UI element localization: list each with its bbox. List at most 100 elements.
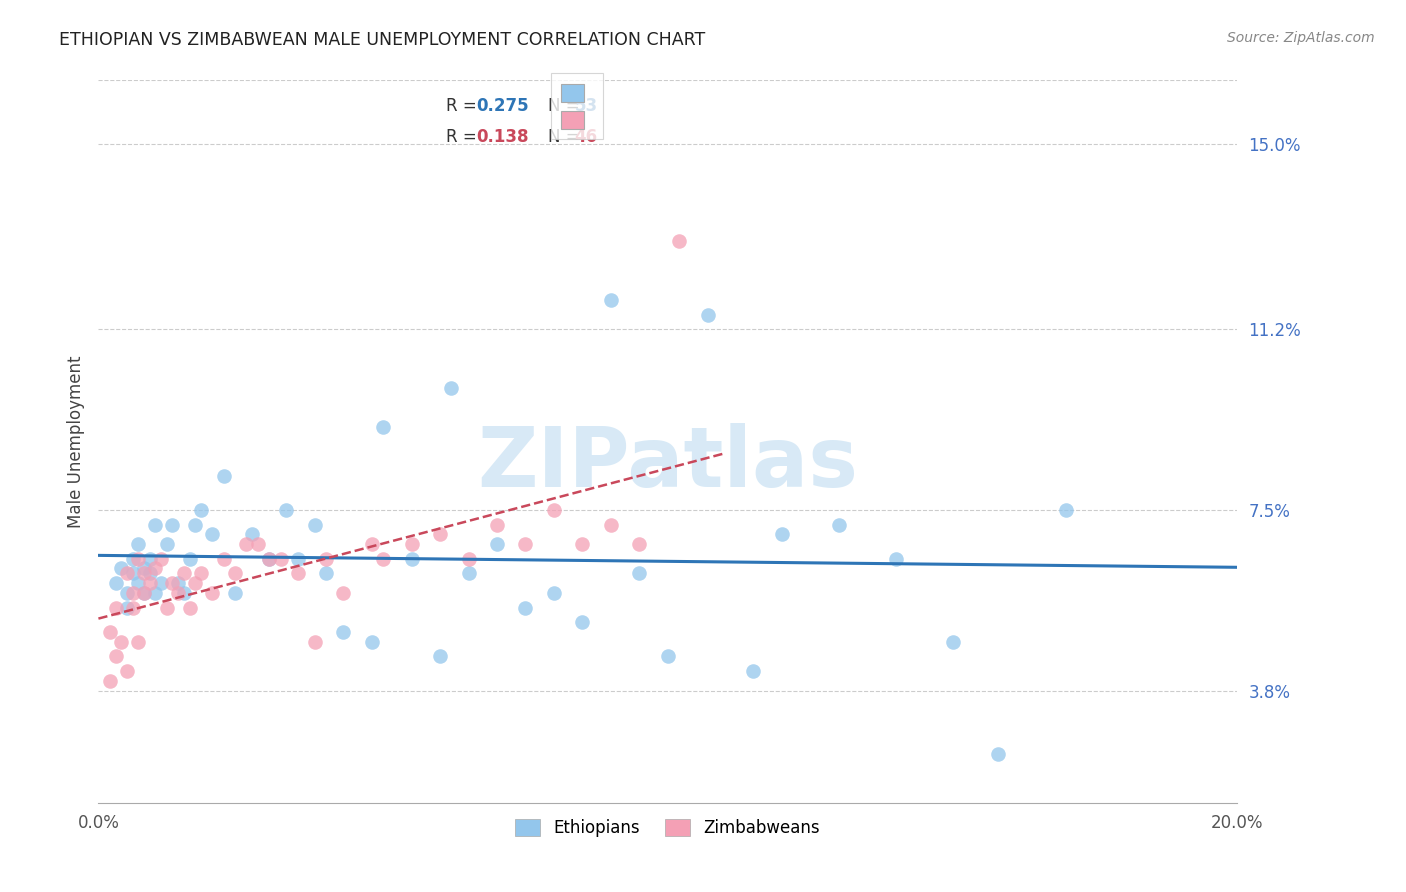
Point	[173, 586, 195, 600]
Point	[259, 551, 281, 566]
Text: Source: ZipAtlas.com: Source: ZipAtlas.com	[1227, 31, 1375, 45]
Point	[360, 634, 382, 648]
Point	[1056, 503, 1078, 517]
Point	[628, 537, 651, 551]
Point	[121, 566, 143, 581]
Point	[515, 537, 537, 551]
Legend: Ethiopians, Zimbabweans: Ethiopians, Zimbabweans	[508, 810, 828, 845]
Point	[127, 634, 149, 648]
Point	[167, 576, 190, 591]
Point	[373, 551, 395, 566]
Text: 0.275: 0.275	[477, 96, 529, 114]
Point	[543, 586, 565, 600]
Y-axis label: Male Unemployment: Male Unemployment	[66, 355, 84, 528]
Point	[110, 561, 132, 575]
Point	[162, 517, 184, 532]
Point	[628, 566, 651, 581]
Point	[167, 586, 190, 600]
Point	[486, 537, 509, 551]
Text: N =: N =	[548, 128, 585, 145]
Point	[401, 537, 423, 551]
Point	[121, 586, 143, 600]
Point	[150, 576, 173, 591]
Point	[304, 634, 326, 648]
Point	[98, 624, 121, 639]
Point	[332, 586, 354, 600]
Point	[742, 664, 765, 678]
Point	[429, 527, 451, 541]
Point	[121, 600, 143, 615]
Point	[543, 503, 565, 517]
Text: 0.138: 0.138	[477, 128, 529, 145]
Point	[259, 551, 281, 566]
Point	[115, 566, 138, 581]
Point	[132, 561, 155, 575]
Point	[162, 576, 184, 591]
Point	[770, 527, 793, 541]
Point	[315, 551, 337, 566]
Point	[138, 576, 160, 591]
Point	[224, 566, 246, 581]
Point	[115, 586, 138, 600]
Point	[240, 527, 263, 541]
Point	[657, 649, 679, 664]
Point	[270, 551, 292, 566]
Point	[212, 468, 235, 483]
Point	[828, 517, 851, 532]
Text: 46: 46	[575, 128, 598, 145]
Point	[127, 537, 149, 551]
Point	[457, 566, 479, 581]
Point	[201, 586, 224, 600]
Point	[145, 586, 167, 600]
Point	[515, 600, 537, 615]
Point	[987, 747, 1010, 761]
Text: N =: N =	[548, 96, 585, 114]
Point	[287, 566, 309, 581]
Point	[115, 664, 138, 678]
Point	[429, 649, 451, 664]
Point	[127, 576, 149, 591]
Point	[373, 420, 395, 434]
Point	[104, 576, 127, 591]
Text: R =: R =	[446, 128, 482, 145]
Point	[212, 551, 235, 566]
Point	[179, 600, 201, 615]
Point	[571, 615, 593, 630]
Point	[98, 673, 121, 688]
Point	[110, 634, 132, 648]
Point	[360, 537, 382, 551]
Point	[235, 537, 257, 551]
Point	[156, 537, 179, 551]
Text: ZIPatlas: ZIPatlas	[478, 423, 858, 504]
Point	[304, 517, 326, 532]
Point	[457, 551, 479, 566]
Point	[440, 381, 463, 395]
Point	[201, 527, 224, 541]
Point	[104, 649, 127, 664]
Point	[184, 517, 207, 532]
Point	[190, 503, 212, 517]
Point	[276, 503, 298, 517]
Point	[184, 576, 207, 591]
Point	[571, 537, 593, 551]
Point	[132, 586, 155, 600]
Point	[668, 235, 690, 249]
Point	[173, 566, 195, 581]
Point	[145, 561, 167, 575]
Point	[246, 537, 269, 551]
Point	[132, 586, 155, 600]
Text: ETHIOPIAN VS ZIMBABWEAN MALE UNEMPLOYMENT CORRELATION CHART: ETHIOPIAN VS ZIMBABWEAN MALE UNEMPLOYMEN…	[59, 31, 706, 49]
Point	[138, 566, 160, 581]
Point	[127, 551, 149, 566]
Point	[315, 566, 337, 581]
Text: R =: R =	[446, 96, 482, 114]
Point	[179, 551, 201, 566]
Point	[138, 551, 160, 566]
Point	[332, 624, 354, 639]
Point	[401, 551, 423, 566]
Point	[696, 308, 718, 322]
Point	[132, 566, 155, 581]
Point	[190, 566, 212, 581]
Point	[150, 551, 173, 566]
Point	[884, 551, 907, 566]
